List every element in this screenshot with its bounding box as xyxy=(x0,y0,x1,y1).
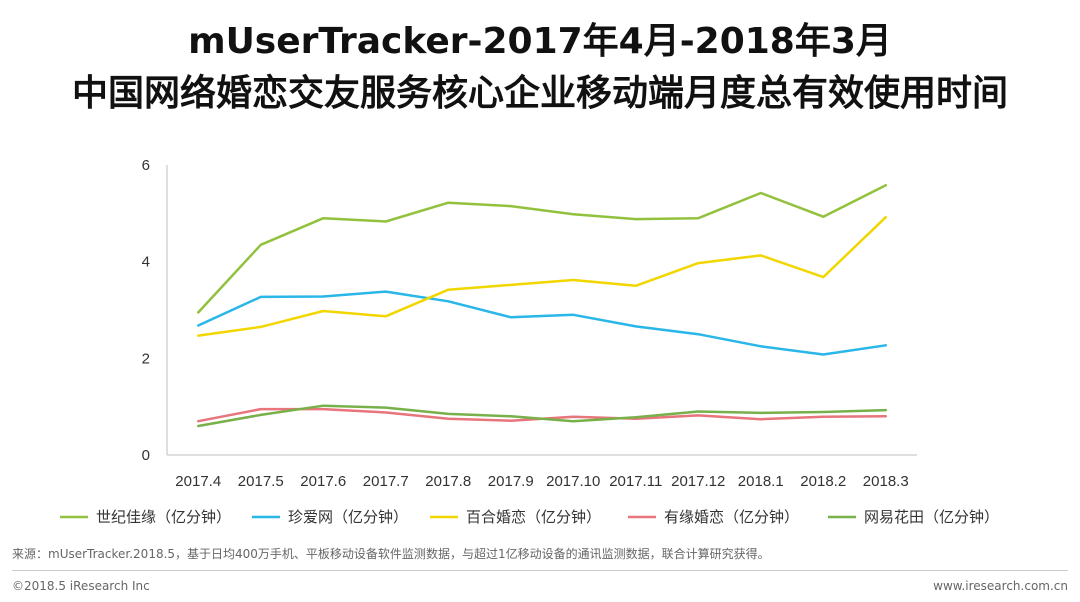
line-chart: 0 2 4 6 2017.4 2017.5 2017.6 2017.7 2017.8 2017.9… xyxy=(60,157,999,526)
legend-label-4: 有缘婚恋（亿分钟） xyxy=(664,508,799,526)
x-tick-label: 2017.4 xyxy=(175,473,221,490)
legend-label-3: 百合婚恋（亿分钟） xyxy=(466,508,601,526)
x-tick-label: 2018.3 xyxy=(863,473,909,490)
legend-label-5: 网易花田（亿分钟） xyxy=(864,508,999,526)
x-tick-label: 2017.8 xyxy=(425,473,471,490)
series-line-2 xyxy=(197,290,888,356)
x-tick-label: 2018.1 xyxy=(738,473,784,490)
source-note: 来源：mUserTracker.2018.5，基于日均400万手机、平板移动设备… xyxy=(12,547,770,561)
x-tick-label: 2017.9 xyxy=(488,473,534,490)
x-tick-label: 2018.2 xyxy=(800,473,846,490)
y-tick-label: 4 xyxy=(142,254,150,271)
footer-divider xyxy=(12,570,1068,571)
legend-label-2: 珍爱网（亿分钟） xyxy=(288,508,408,526)
series-line-5 xyxy=(197,404,888,428)
x-tick-label: 2017.10 xyxy=(546,473,600,490)
series-line-3 xyxy=(197,215,888,337)
website: www.iresearch.com.cn xyxy=(933,579,1068,593)
series-line-1 xyxy=(197,184,888,314)
chart-title-line1: mUserTracker-2017年4月-2018年3月 xyxy=(188,21,892,62)
legend-label-1: 世纪佳缘（亿分钟） xyxy=(96,508,231,526)
x-tick-label: 2017.6 xyxy=(300,473,346,490)
y-tick-label: 2 xyxy=(142,350,150,367)
copyright: ©2018.5 iResearch Inc xyxy=(12,579,150,593)
x-tick-label: 2017.12 xyxy=(671,473,725,490)
x-tick-label: 2017.5 xyxy=(238,473,284,490)
chart-title-line2: 中国网络婚恋交友服务核心企业移动端月度总有效使用时间 xyxy=(71,73,1008,114)
x-tick-label: 2017.11 xyxy=(609,473,662,490)
y-tick-label: 0 xyxy=(142,447,150,464)
y-tick-label: 6 xyxy=(142,157,150,174)
x-tick-label: 2017.7 xyxy=(363,473,409,490)
